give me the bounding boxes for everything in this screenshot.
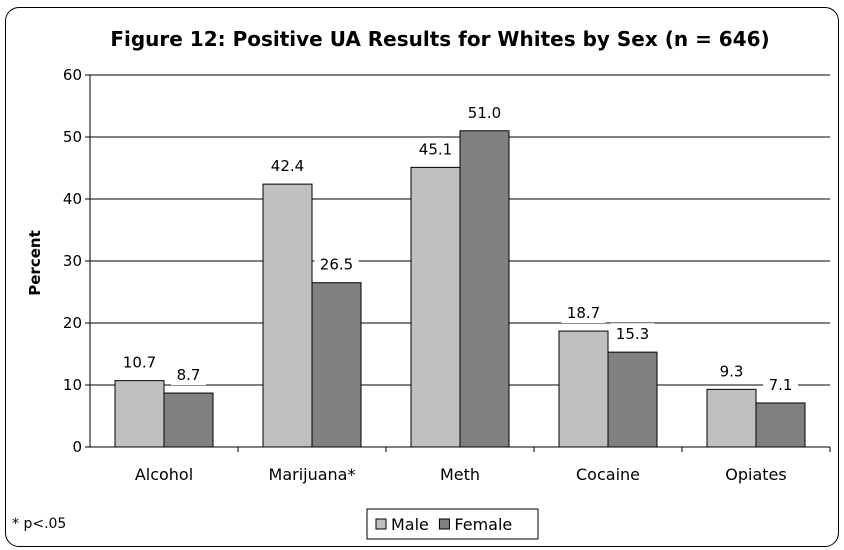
data-label-bg [561,302,606,324]
y-tick-label: 20 [63,314,82,332]
x-tick-label: Meth [440,465,480,484]
data-labels: 10.7 8.7 42.4 26.5 45.1 51.0 18.7 15.3 9.3 7.1 [117,101,798,395]
x-tick-label: Opiates [725,465,786,484]
data-label-bg [171,364,206,386]
bar-male [262,183,313,448]
bar-male [706,388,757,448]
chart-title: Figure 12: Positive UA Results for White… [110,27,769,51]
y-tick-label: 50 [63,128,82,146]
footnote: * p<.05 [12,516,66,532]
data-label-bg [413,138,458,160]
bar-male [410,166,461,448]
data-label-bg [462,101,507,123]
data-label: 18.7 [567,304,600,322]
data-label: 8.7 [177,366,201,384]
legend-label: Female [454,515,512,534]
bar-female [755,402,806,448]
y-tick-label: 30 [63,252,82,270]
data-label: 7.1 [769,376,793,394]
x-tick-label: Alcohol [135,465,193,484]
data-label-bg [117,351,162,373]
data-label: 26.5 [320,256,353,274]
bar-female [311,282,362,448]
bars [114,130,806,448]
data-label: 45.1 [419,140,452,158]
legend: Male Female [366,508,539,540]
data-label: 42.4 [271,157,304,175]
y-axis-label: Percent [26,230,44,295]
axes: 0 10 20 30 40 50 60 Alcohol Marijuana* Meth Cocain… [63,66,831,484]
data-label-bg [714,360,749,382]
y-tick-label: 60 [63,66,82,84]
legend-swatch [438,518,450,530]
data-label: 10.7 [123,354,156,372]
y-tick-label: 40 [63,190,82,208]
bar-female [607,351,658,448]
data-label-bg [314,253,359,275]
legend-swatch [375,518,387,530]
data-label: 51.0 [468,104,501,122]
x-tick-label: Marijuana* [269,465,356,484]
data-label-bg [763,373,798,395]
data-label-bg [610,323,655,345]
bar-female [163,392,214,448]
data-label: 9.3 [720,362,744,380]
legend-box [366,508,539,540]
legend-label: Male [391,515,429,534]
data-label: 15.3 [616,325,649,343]
bar-female [459,130,510,448]
data-label-bg [265,155,310,177]
bar-male [114,380,165,448]
y-tick-label: 0 [72,438,82,456]
y-tick-label: 10 [63,376,82,394]
bar-male [558,330,609,448]
x-tick-label: Cocaine [576,465,640,484]
